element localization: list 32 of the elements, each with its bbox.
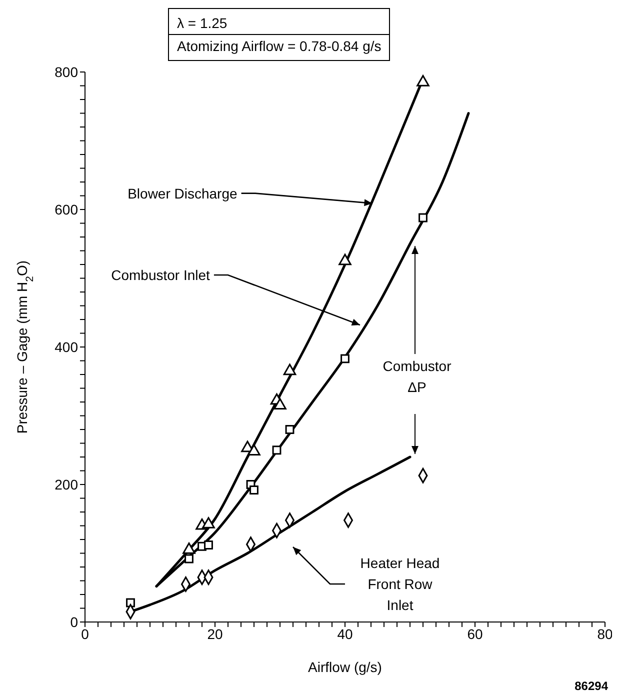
point: [184, 554, 194, 564]
x-tick-label: 40: [337, 626, 353, 642]
chart-subtitle: Atomizing Airflow = 0.78-0.84 g/s: [169, 34, 390, 57]
x-axis-title: Airflow (g/s): [308, 659, 382, 675]
point: [204, 540, 213, 550]
point: [283, 364, 296, 376]
point: [202, 517, 215, 528]
point: [182, 542, 196, 554]
text: 86294: [574, 679, 608, 693]
y-tick-label: 600: [54, 201, 78, 218]
annotation: Heater Head Front Row Inlet: [360, 555, 440, 613]
point: [274, 398, 286, 410]
point: [338, 254, 352, 266]
y-tick-label: 200: [54, 476, 78, 492]
annotation: Combustor ΔP: [382, 358, 452, 395]
point: [418, 213, 428, 222]
y-tick-label: 800: [54, 64, 78, 80]
x-tick-label: 0: [81, 626, 90, 642]
annotation: Blower Discharge: [128, 185, 238, 202]
point: [248, 444, 260, 456]
x-tick-label: 60: [467, 626, 483, 642]
x-tick-label: 20: [207, 626, 223, 642]
chart-title: λ = 1.25: [177, 14, 228, 33]
x-tick-label: 80: [597, 626, 613, 642]
point: [272, 446, 282, 455]
y-tick-label: 0: [70, 614, 78, 630]
point: [250, 486, 258, 494]
point: [285, 425, 294, 434]
point: [416, 75, 430, 86]
annotation: Combustor Inlet: [111, 267, 210, 283]
point: [340, 354, 350, 364]
y-tick-label: 400: [54, 338, 78, 355]
